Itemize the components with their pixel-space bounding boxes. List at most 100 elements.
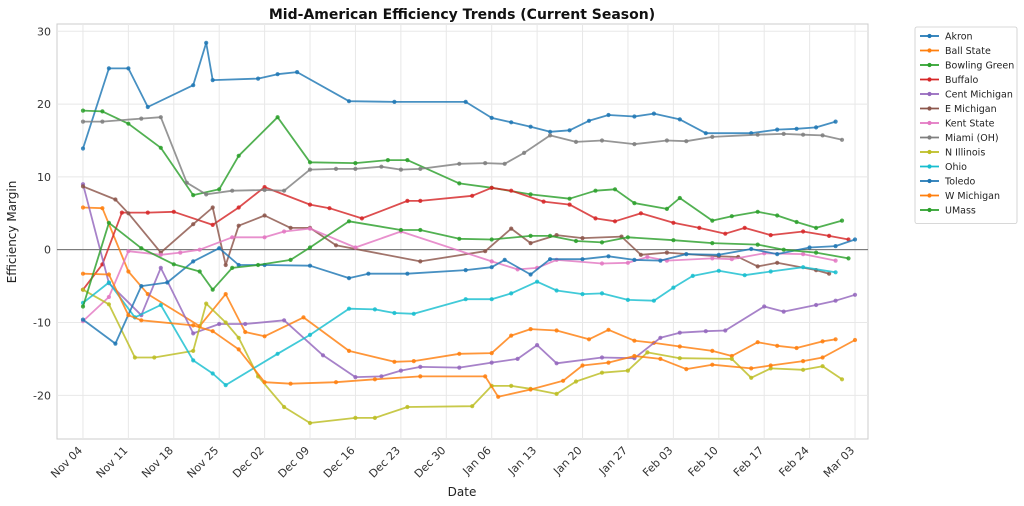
x-tick-label: Nov 04	[48, 444, 85, 481]
series-point	[80, 205, 86, 210]
series-point	[554, 391, 559, 396]
series-point	[593, 216, 598, 221]
series-point	[126, 66, 131, 71]
series-point	[827, 233, 832, 238]
series-point	[664, 138, 670, 143]
series-point	[775, 260, 780, 265]
series-point	[126, 269, 131, 274]
series-point	[262, 213, 267, 218]
series-point	[489, 297, 494, 302]
legend-swatch-marker	[927, 48, 932, 53]
series-point	[158, 265, 163, 270]
series-point	[742, 273, 747, 278]
series-point	[814, 125, 819, 130]
series-point	[509, 226, 514, 231]
series-point	[781, 247, 786, 252]
series-point	[463, 99, 468, 104]
series-point	[210, 205, 215, 210]
series-point	[820, 355, 825, 360]
x-tick-label: Feb 03	[640, 444, 675, 479]
legend-swatch-marker	[927, 33, 932, 39]
y-tick-label: 30	[37, 25, 51, 38]
series-point	[197, 247, 202, 252]
series-point	[489, 351, 494, 356]
series-point	[638, 211, 644, 216]
series-point	[353, 161, 358, 166]
series-point	[191, 323, 196, 328]
series-point	[470, 404, 475, 409]
series-point	[820, 339, 825, 344]
series-point	[580, 257, 585, 262]
series-point	[775, 252, 780, 257]
series-w-michigan	[80, 271, 858, 399]
series-point	[794, 345, 799, 351]
series-point	[755, 242, 760, 247]
series-point	[729, 356, 734, 361]
series-point	[820, 133, 825, 138]
series-point	[625, 297, 631, 302]
series-point	[405, 404, 410, 410]
legend-item-cent-michigan: Cent Michigan	[920, 89, 1013, 100]
series-point	[405, 158, 410, 163]
series-point	[243, 321, 248, 327]
series-point	[184, 180, 189, 185]
series-point	[489, 259, 494, 264]
series-point	[801, 252, 806, 257]
series-point	[236, 205, 241, 210]
x-tick-label: Nov 25	[185, 444, 222, 481]
series-point	[346, 348, 352, 353]
series-point	[749, 366, 754, 371]
series-point	[256, 262, 261, 268]
series-point	[132, 355, 137, 360]
series-point	[528, 327, 533, 332]
series-point	[418, 259, 423, 264]
series-point	[801, 367, 806, 372]
series-point	[262, 187, 267, 193]
legend-label: Cent Michigan	[945, 89, 1013, 100]
series-point	[684, 139, 689, 144]
series-point	[139, 318, 144, 323]
series-point	[398, 167, 403, 172]
series-ohio	[80, 265, 838, 388]
series-point	[775, 127, 780, 132]
series-point	[684, 252, 689, 257]
series-point	[398, 368, 403, 373]
series-line	[82, 238, 856, 345]
series-point	[710, 241, 715, 246]
series-point	[80, 119, 86, 124]
series-point	[223, 320, 228, 325]
series-point	[243, 329, 248, 335]
series-point	[632, 338, 637, 343]
legend-item-ball-state: Ball State	[920, 46, 991, 57]
series-point	[548, 129, 553, 134]
series-point	[723, 328, 728, 333]
series-point	[327, 206, 332, 211]
series-point	[690, 273, 695, 278]
series-point	[139, 284, 144, 289]
series-point	[528, 124, 533, 129]
series-point	[275, 72, 280, 77]
series-point	[191, 259, 196, 264]
series-point	[554, 328, 559, 333]
series-point	[100, 206, 105, 211]
series-point	[106, 220, 111, 225]
series-point	[703, 131, 708, 136]
series-point	[288, 381, 293, 386]
series-point	[288, 257, 293, 262]
y-tick-label: -20	[33, 389, 51, 402]
series-point	[833, 337, 838, 342]
series-point	[204, 40, 209, 46]
x-axis-title: Date	[448, 485, 477, 499]
series-point	[346, 99, 352, 104]
series-point	[418, 166, 423, 171]
series-point	[106, 302, 111, 307]
series-point	[210, 371, 215, 376]
series-point	[515, 356, 520, 361]
series-point	[801, 359, 806, 364]
series-point	[548, 233, 553, 238]
series-point	[768, 233, 773, 238]
series-point	[671, 238, 676, 243]
chart-title: Mid-American Efficiency Trends (Current …	[269, 7, 655, 23]
